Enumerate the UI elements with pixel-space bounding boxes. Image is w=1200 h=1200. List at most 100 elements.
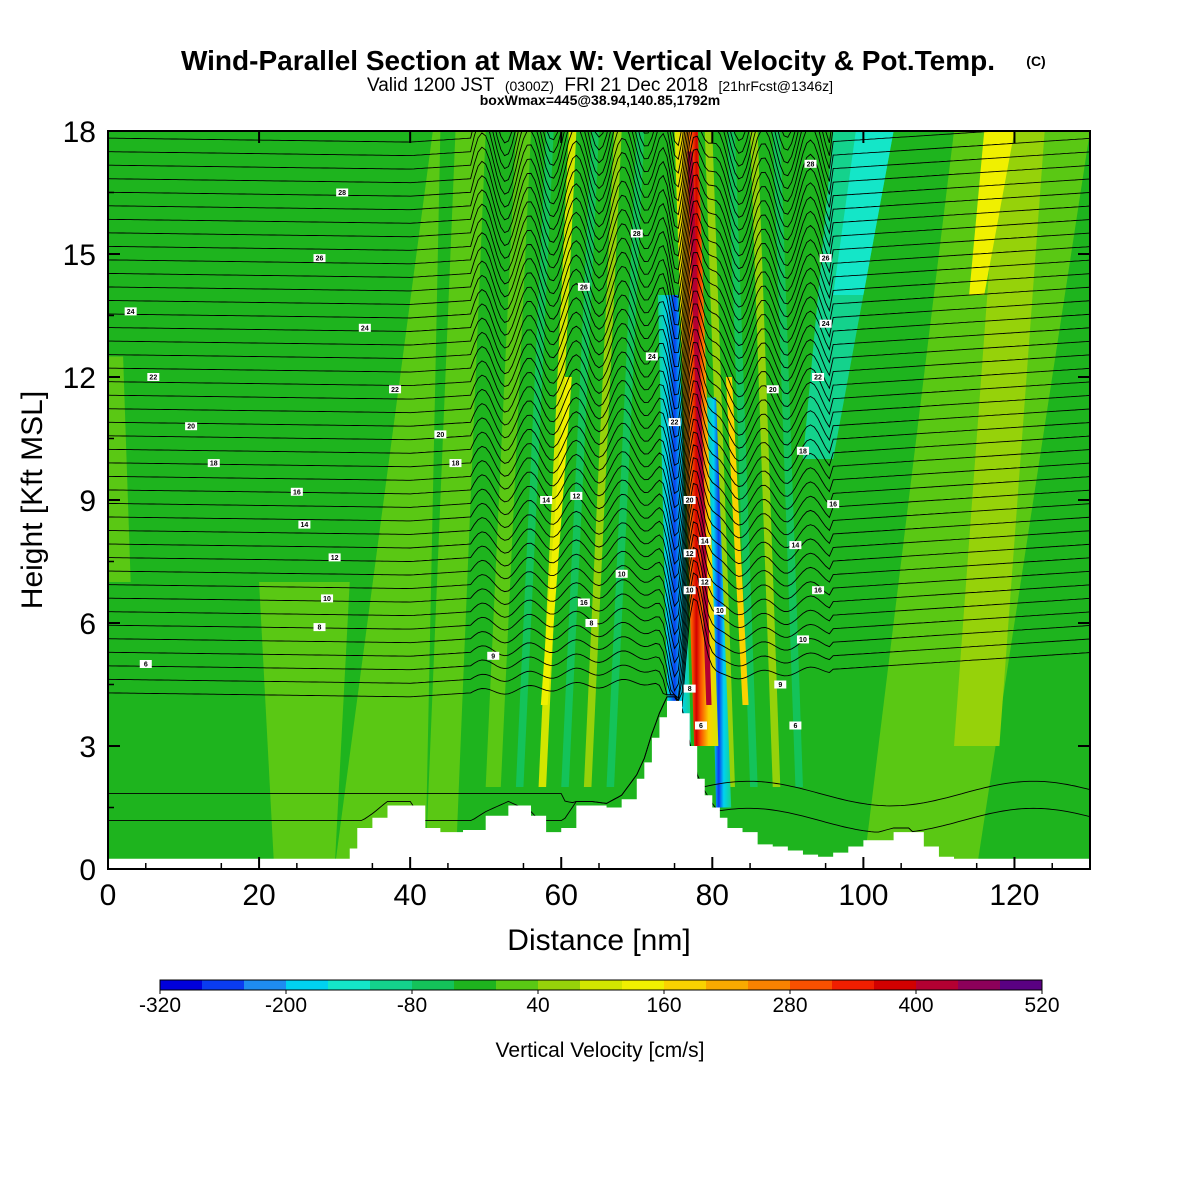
y-axis-label: Height [Kft MSL]: [16, 391, 49, 609]
theta-contour: [108, 367, 1090, 495]
y-tick-label: 15: [63, 239, 96, 272]
theta-contour: [108, 200, 1090, 312]
contour-label: 20: [769, 387, 777, 394]
theta-contour: [108, 585, 1090, 702]
contour-label: 12: [572, 493, 580, 500]
contour-label-bg: [789, 721, 802, 730]
colorbar-swatch: [538, 980, 581, 990]
contour-label-bg: [358, 323, 371, 332]
wave-band: [750, 131, 781, 787]
wave-band: [727, 131, 758, 787]
weak-updraft-region: [334, 131, 441, 869]
theta-contour: [108, 418, 1090, 551]
colorbar-tick-label: -200: [265, 994, 307, 1017]
theta-contour: [108, 457, 1090, 594]
colorbar-tick-label: 160: [646, 994, 681, 1017]
y-tick-label: 12: [63, 362, 96, 395]
theta-contour: [108, 533, 1090, 678]
theta-contour: [108, 597, 1090, 708]
theta-contour: [108, 135, 1090, 243]
contour-label: 20: [436, 432, 444, 439]
theta-contour: [108, 572, 1090, 703]
theta-contour: [108, 329, 1090, 452]
theta-contour: [108, 131, 1090, 230]
x-tick-label: 20: [242, 879, 275, 912]
theta-contour: [108, 495, 1090, 636]
theta-contour: [108, 482, 1090, 622]
chart-subtitle: Valid 1200 JST (0300Z) FRI 21 Dec 2018 […: [367, 75, 833, 96]
theta-contour: [108, 131, 1090, 216]
contour-label: 14: [542, 498, 550, 505]
terrain-mask: [108, 700, 1090, 869]
contour-label-bg: [812, 373, 825, 381]
wave-band: [606, 131, 645, 787]
theta-contour: [108, 354, 1090, 481]
contour-label-bg: [147, 373, 160, 381]
colorbar-swatch: [874, 980, 917, 990]
contour-label-bg: [827, 500, 840, 509]
contour-label-bg: [434, 430, 447, 439]
theta-contour: [108, 226, 1090, 340]
contour-label: 22: [149, 375, 157, 382]
contour-label: 6: [699, 723, 703, 730]
contour-label: 28: [338, 190, 346, 197]
wave-band: [561, 131, 599, 787]
contour-label: 12: [686, 551, 694, 558]
colorbar-swatch: [454, 980, 497, 990]
contour-label-bg: [321, 594, 334, 603]
contour-label: 10: [323, 596, 331, 603]
contour-label-bg: [668, 418, 681, 427]
theta-contour: [108, 264, 1090, 382]
theta-contour: [108, 290, 1090, 410]
weak-downdraft-region: [833, 131, 894, 295]
theta-contour: [108, 316, 1090, 438]
theta-contour: [108, 213, 1090, 326]
theta-contour: [108, 469, 1090, 608]
contour-label: 14: [792, 543, 800, 550]
theta-contour: [108, 444, 1090, 579]
contour-label: 9: [778, 682, 782, 689]
theta-contour: [108, 341, 1090, 466]
contour-label-bg: [796, 446, 809, 455]
theta-contour: [498, 131, 682, 147]
contour-label: 24: [648, 354, 656, 361]
theta-contour: [108, 380, 1090, 509]
contour-label: 28: [807, 161, 815, 168]
contour-label: 22: [391, 387, 399, 394]
contour-label-bg: [645, 352, 658, 361]
contour-labels: 28 26 24 24 22 22 20 20 18 18 16 14 12 10 8 6 9 14 12 10 16 8…: [124, 159, 840, 730]
y-tick-label: 3: [79, 731, 96, 764]
colorbar-swatch: [748, 980, 791, 990]
colorbar-tick-label: -320: [139, 994, 181, 1017]
contour-label-bg: [683, 549, 696, 558]
subtitle-valid: Valid 1200 JST: [367, 75, 495, 96]
terrain: [108, 700, 1090, 869]
contour-label-bg: [577, 282, 590, 291]
x-tick-label: 40: [393, 879, 426, 912]
x-tick-label: 80: [696, 879, 729, 912]
x-tick-label: 60: [545, 879, 578, 912]
theta-contour: [108, 405, 1090, 537]
contour-label-bg: [298, 520, 311, 529]
wave-band: [515, 131, 554, 787]
colorbar-swatch: [832, 980, 875, 990]
colorbar-swatch: [664, 980, 707, 990]
colorbar-swatch: [202, 980, 245, 990]
colorbar-swatch: [496, 980, 539, 990]
contour-label: 22: [814, 375, 822, 382]
x-axis-label: Distance [nm]: [507, 924, 690, 957]
contour-label-bg: [585, 619, 598, 627]
contour-label: 18: [210, 461, 218, 468]
wave-band: [485, 131, 532, 787]
weak-updraft-region: [108, 356, 131, 582]
y-tick-label: 0: [79, 854, 96, 887]
theta-contour: [108, 252, 1090, 368]
box-info: boxWmax=445@38.94,140.85,1792m: [480, 92, 721, 108]
contour-label-bg: [766, 385, 779, 394]
colorbar-swatch: [328, 980, 371, 990]
y-axis-ticks: 0 3 6 9 12 15 18: [63, 116, 1090, 887]
subtitle-utc: (0300Z): [505, 78, 554, 94]
colorbar-swatch: [916, 980, 959, 990]
theta-contour: [108, 393, 1090, 523]
